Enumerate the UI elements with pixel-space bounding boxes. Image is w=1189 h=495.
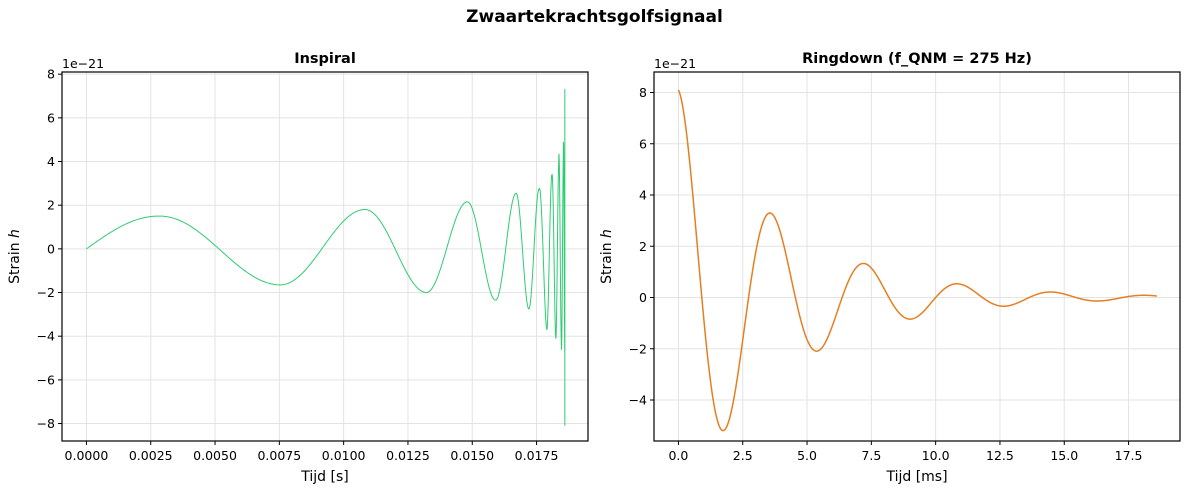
inspiral-y-label: Strain h bbox=[7, 229, 23, 284]
x-tick-label: 10.0 bbox=[922, 448, 950, 463]
x-tick-label: 12.5 bbox=[986, 448, 1014, 463]
x-tick-label: 0.0025 bbox=[129, 448, 173, 463]
x-tick-label: 0.0000 bbox=[65, 448, 109, 463]
x-tick-label: 0.0050 bbox=[193, 448, 237, 463]
x-tick-label: 0.0100 bbox=[322, 448, 366, 463]
y-tick-label: 0 bbox=[47, 241, 55, 256]
signal-curve bbox=[677, 89, 1158, 432]
y-tick-label: 6 bbox=[47, 110, 55, 125]
y-tick-label: 0 bbox=[639, 290, 647, 305]
ringdown-y-label: Strain h bbox=[599, 229, 615, 284]
ringdown-x-label: Tijd [ms] bbox=[885, 469, 947, 485]
inspiral-x-ticks: 0.0000 0.0025 0.0050 0.0075 0.0100 0.0125 0.01… bbox=[65, 441, 559, 463]
y-tick-label: −6 bbox=[37, 372, 55, 387]
y-tick-label: 4 bbox=[47, 154, 55, 169]
inspiral-y-ticks: −8 −6 −4 −2 0 2 4 6 8 bbox=[37, 67, 62, 431]
inspiral-title: Inspiral bbox=[294, 51, 356, 67]
ringdown-y-ticks: −4 −2 0 2 4 6 8 bbox=[629, 85, 654, 408]
y-tick-label: −4 bbox=[629, 393, 647, 408]
y-tick-label: −4 bbox=[37, 329, 55, 344]
y-tick-label: 8 bbox=[639, 85, 647, 100]
y-tick-label: 6 bbox=[639, 136, 647, 151]
x-tick-label: 7.5 bbox=[861, 448, 881, 463]
inspiral-axes: 0.0000 0.0025 0.0050 0.0075 0.0100 0.0125 0.01… bbox=[7, 51, 589, 485]
inspiral-offset-text: 1e−21 bbox=[62, 56, 104, 71]
y-tick-label: −8 bbox=[37, 416, 55, 431]
y-tick-label: 4 bbox=[639, 188, 647, 203]
ringdown-offset-text: 1e−21 bbox=[654, 56, 696, 71]
inspiral-grid bbox=[62, 72, 588, 441]
ringdown-title: Ringdown (f_QNM = 275 Hz) bbox=[802, 51, 1032, 67]
signal-curve bbox=[86, 88, 566, 426]
inspiral-x-label: Tijd [s] bbox=[300, 469, 348, 485]
y-tick-label: 8 bbox=[47, 67, 55, 82]
inspiral-frame bbox=[61, 71, 589, 442]
y-tick-label: −2 bbox=[37, 285, 55, 300]
ringdown-axes: 0.0 2.5 5.0 7.5 10.0 12.5 15.0 17.5 −4 −2 0 2 4 6 8 R… bbox=[599, 51, 1181, 485]
x-tick-label: 0.0075 bbox=[257, 448, 301, 463]
x-tick-label: 0.0125 bbox=[386, 448, 430, 463]
x-tick-label: 2.5 bbox=[733, 448, 753, 463]
figure-title: Zwaartekrachtsgolfsignaal bbox=[466, 7, 723, 27]
ringdown-grid bbox=[654, 72, 1180, 441]
inspiral-line bbox=[86, 88, 566, 426]
y-tick-label: 2 bbox=[639, 239, 647, 254]
x-tick-label: 0.0175 bbox=[515, 448, 559, 463]
ringdown-line bbox=[677, 89, 1158, 432]
x-tick-label: 5.0 bbox=[797, 448, 817, 463]
x-tick-label: 0.0 bbox=[668, 448, 688, 463]
ringdown-frame bbox=[653, 71, 1181, 442]
x-tick-label: 17.5 bbox=[1115, 448, 1143, 463]
y-tick-label: −2 bbox=[629, 341, 647, 356]
x-tick-label: 0.0150 bbox=[450, 448, 494, 463]
y-tick-label: 2 bbox=[47, 198, 55, 213]
ringdown-x-ticks: 0.0 2.5 5.0 7.5 10.0 12.5 15.0 17.5 bbox=[668, 441, 1142, 463]
x-tick-label: 15.0 bbox=[1050, 448, 1078, 463]
